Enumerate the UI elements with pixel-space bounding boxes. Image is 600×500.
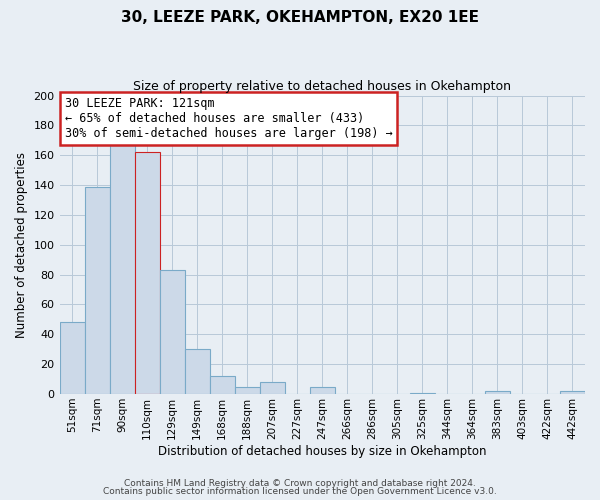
Bar	[310, 386, 335, 394]
Bar	[485, 391, 510, 394]
Title: Size of property relative to detached houses in Okehampton: Size of property relative to detached ho…	[133, 80, 511, 93]
X-axis label: Distribution of detached houses by size in Okehampton: Distribution of detached houses by size …	[158, 444, 487, 458]
Bar	[160, 270, 185, 394]
Text: 30, LEEZE PARK, OKEHAMPTON, EX20 1EE: 30, LEEZE PARK, OKEHAMPTON, EX20 1EE	[121, 10, 479, 25]
Bar	[209, 376, 235, 394]
Text: Contains HM Land Registry data © Crown copyright and database right 2024.: Contains HM Land Registry data © Crown c…	[124, 478, 476, 488]
Text: Contains public sector information licensed under the Open Government Licence v3: Contains public sector information licen…	[103, 487, 497, 496]
Bar	[59, 322, 85, 394]
Bar	[85, 186, 110, 394]
Y-axis label: Number of detached properties: Number of detached properties	[15, 152, 28, 338]
Bar	[560, 391, 585, 394]
Bar	[185, 350, 209, 394]
Bar	[410, 392, 435, 394]
Bar	[134, 152, 160, 394]
Bar	[110, 145, 134, 394]
Bar	[235, 386, 260, 394]
Bar	[260, 382, 285, 394]
Text: 30 LEEZE PARK: 121sqm
← 65% of detached houses are smaller (433)
30% of semi-det: 30 LEEZE PARK: 121sqm ← 65% of detached …	[65, 97, 392, 140]
